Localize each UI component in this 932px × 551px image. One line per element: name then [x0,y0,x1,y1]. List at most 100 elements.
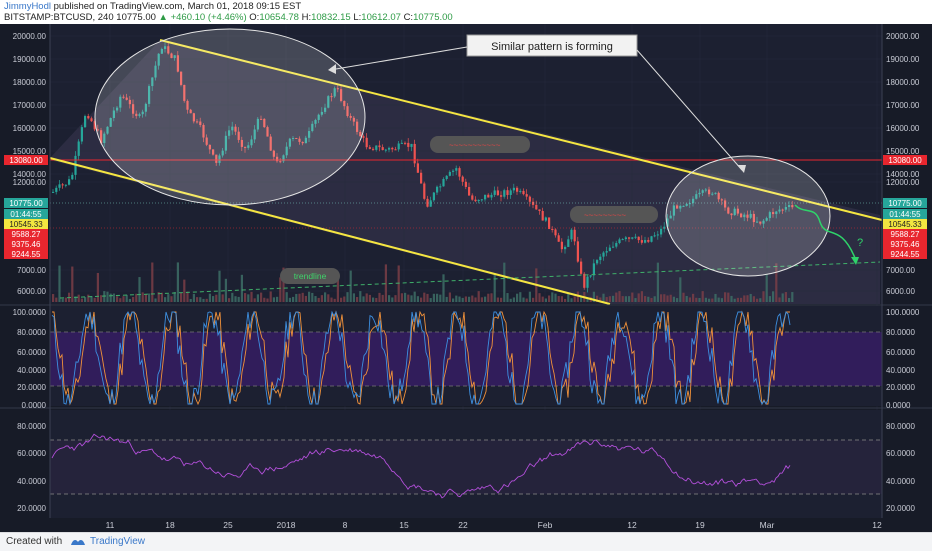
volume-bar [586,298,589,302]
candle-body [285,146,288,156]
candle-body [759,221,762,224]
price-badge-left: 9375.46 [12,240,41,249]
candles [52,41,794,293]
volume-bar [432,293,435,302]
volume-bar [327,294,330,302]
volume-bar [496,297,499,302]
candle-body [327,96,330,108]
volume-bar [650,297,653,302]
candle-body [407,142,410,147]
candle-body [186,100,189,110]
candle-body [349,116,352,118]
candle-body [212,149,215,155]
volume-bar [567,292,570,302]
candle-body [560,241,563,250]
pattern-ellipse-left[interactable] [94,28,366,206]
candle-body [119,96,122,108]
volume-bar [237,296,240,302]
volume-bar [148,293,151,302]
candle-body [500,195,503,197]
volume-bar [352,293,355,302]
volume-bar [135,293,138,302]
trendline[interactable] [59,261,881,299]
price-tick-right: 17000.00 [886,101,920,110]
high-value: 10832.15 [311,12,351,23]
volume-bar [116,296,119,302]
volume-bar [212,296,215,302]
volume-bar [84,297,87,302]
candle-body [215,154,218,163]
candle-body [615,243,618,247]
volume-bar [791,292,794,302]
pattern-ellipse-right[interactable] [665,155,831,277]
rsi-tick-right: 40.0000 [886,477,915,486]
volume-bar [605,297,608,302]
volume-bar [740,297,743,302]
candle-body [557,235,560,242]
volume-bar [96,272,99,302]
candle-body [282,155,285,162]
callout-bubble-1 [430,136,530,153]
volume-bar [320,295,323,302]
volume-bar [519,292,522,302]
candle-body [612,246,615,248]
volume-bar [295,293,298,302]
projection-arrow-head [851,257,859,265]
chart-canvas[interactable]: ~~~~~~~~~~~ ~~~~~~~~~ Similar pattern is… [0,24,932,532]
volume-bar [637,293,640,302]
candle-body [308,131,311,138]
price-tick-left: 12000.00 [13,178,47,187]
volume-bar [516,293,519,302]
volume-bar [720,298,723,302]
time-tick: 12 [627,520,637,530]
candle-body [765,218,768,221]
candle-body [151,77,154,87]
candle-body [778,209,781,212]
candle-body [487,194,490,198]
volume-bar [119,298,122,302]
close-value: 10775.00 [413,12,453,23]
candle-body [768,212,771,219]
rsi-tick-left: 20.0000 [17,504,46,513]
volume-bar [602,293,605,302]
price-grid [50,24,882,518]
volume-bar [330,297,333,302]
volume-bar [180,292,183,302]
volume-bar [256,294,259,302]
price-tick-left: 18000.00 [13,78,47,87]
author-link[interactable]: JimmyHodl [4,1,51,12]
candle-body [237,131,240,140]
candle-body [170,53,173,59]
trendline-label-bubble [280,268,340,284]
candle-body [84,116,87,128]
volume-bar [372,297,375,302]
channel-lower-line[interactable] [49,157,611,305]
price-tick-right: 12000.00 [886,178,920,187]
candle-body [608,247,611,252]
candle-body [208,144,211,150]
candle-body [228,130,231,136]
candle-body [58,184,61,188]
candle-body [570,229,573,240]
volume-bar [356,297,359,302]
volume-bar [704,297,707,302]
candle-body [64,184,67,186]
price-badge-right: 9244.55 [891,250,920,259]
volume-bar [410,295,413,302]
tradingview-brand[interactable]: TradingView [90,536,146,547]
time-tick: Feb [538,520,553,530]
volume-bar [480,297,483,302]
chart-area[interactable]: ~~~~~~~~~~~ ~~~~~~~~~ Similar pattern is… [0,24,932,532]
volume-bar [132,297,135,302]
volume-bar [404,292,407,302]
volume-bar [279,277,282,302]
volume-bar [144,294,147,302]
rsi-tick-left: 40.0000 [17,477,46,486]
volume-bar [208,293,211,302]
symbol-label[interactable]: BITSTAMP:BTCUSD, 240 [4,12,114,23]
channel-upper-line[interactable] [159,39,883,221]
price-pane[interactable] [50,24,882,304]
candle-body [685,203,688,206]
volume-bar [407,294,410,302]
volume-bar [698,298,701,302]
